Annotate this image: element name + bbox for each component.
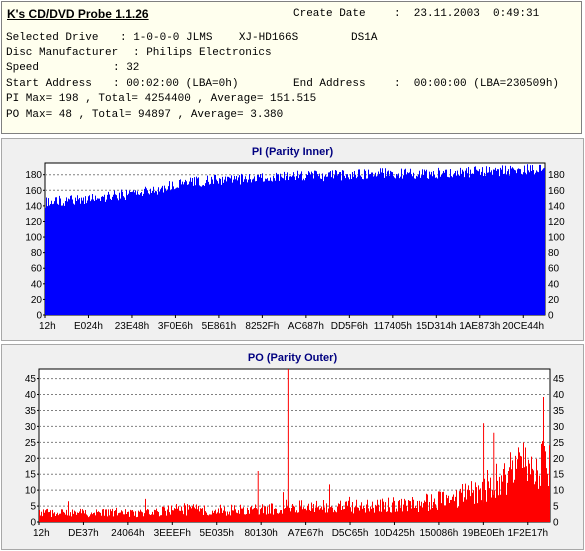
x-tick-label: 20CE44h [502, 321, 544, 332]
y-tick-label-right: 5 [553, 502, 559, 513]
x-tick-label: 8252Fh [245, 321, 279, 332]
x-tick-label: A7E67h [288, 528, 324, 539]
y-tick-label: 30 [25, 422, 37, 433]
pi-chart-title: PI (Parity Inner) [251, 146, 334, 158]
x-tick-label: 12h [33, 528, 50, 539]
x-tick-label: 80130h [244, 528, 277, 539]
start-address-label: Start Address [6, 78, 92, 90]
x-tick-label: D5C65h [332, 528, 369, 539]
y-tick-label: 20 [25, 454, 37, 465]
y-tick-label: 80 [31, 248, 43, 259]
x-tick-label: DD5F6h [331, 321, 368, 332]
x-tick-label: 5E035h [199, 528, 233, 539]
end-address-label: End Address [293, 78, 366, 90]
y-tick-label: 140 [25, 201, 42, 212]
y-tick-label-right: 25 [553, 438, 565, 449]
y-tick-label-right: 10 [553, 486, 565, 497]
pi-summary: PI Max= 198 , Total= 4254400 , Average= … [6, 93, 317, 105]
y-tick-label: 20 [31, 295, 43, 306]
manufacturer-label: Disc Manufacturer [6, 47, 119, 59]
x-tick-label: 23E48h [115, 321, 149, 332]
y-tick-label-right: 120 [548, 217, 565, 228]
selected-drive-label: Selected Drive [6, 32, 99, 44]
y-tick-label-right: 140 [548, 201, 565, 212]
po-summary: PO Max= 48 , Total= 94897 , Average= 3.3… [6, 109, 284, 121]
y-tick-label: 160 [25, 186, 42, 197]
speed-label: Speed [6, 62, 40, 74]
x-tick-label: DE37h [68, 528, 99, 539]
y-tick-label-right: 30 [553, 422, 565, 433]
y-tick-label: 40 [31, 279, 43, 290]
x-tick-label: 1F2E17h [507, 528, 548, 539]
y-tick-label-right: 20 [553, 454, 565, 465]
po-chart: 0 0 5 5 10 10 15 15 20 20 25 25 30 30 35 35 40 40 45 45 12h D… [25, 368, 565, 539]
pi-chart: 0 0 20 20 40 40 60 60 80 80 100 100 120 120 140 140 160 1… [25, 162, 565, 332]
x-tick-label: 3F0E6h [158, 321, 193, 332]
x-tick-label: AC687h [288, 321, 324, 332]
x-tick-label: 3EEEFh [154, 528, 191, 539]
po-chart-panel: PO (Parity Outer) 0 0 5 5 10 10 15 15 20 20 25 25 30… [1, 344, 584, 550]
y-tick-label-right: 20 [548, 295, 560, 306]
x-tick-label: 12h [39, 321, 56, 332]
x-tick-label: 117405h [374, 321, 412, 332]
x-tick-label: 19BE0Eh [462, 528, 504, 539]
y-tick-label: 10 [25, 486, 37, 497]
x-tick-label: E024h [74, 321, 103, 332]
y-tick-label-right: 100 [548, 233, 565, 244]
x-tick-label: 10D425h [374, 528, 415, 539]
create-date-value: : 23.11.2003 0:49:31 [394, 8, 540, 20]
end-address-value: : 00:00:00 (LBA=230509h) [394, 78, 560, 90]
y-tick-label-right: 40 [553, 390, 565, 401]
y-tick-label: 25 [25, 438, 37, 449]
y-tick-label: 5 [30, 502, 36, 513]
y-tick-label-right: 45 [553, 374, 565, 385]
x-tick-label: 5E861h [202, 321, 236, 332]
manufacturer-value: : Philips Electronics [133, 47, 272, 59]
y-tick-label: 15 [25, 470, 37, 481]
selected-drive-value: : 1-0-0-0 JLMS XJ-HD166S DS1A [120, 32, 378, 44]
y-tick-label-right: 40 [548, 279, 560, 290]
app-title: K's CD/DVD Probe 1.1.26 [7, 7, 149, 21]
y-tick-label: 120 [25, 217, 42, 228]
y-tick-label: 45 [25, 374, 37, 385]
y-tick-label: 0 [36, 311, 42, 322]
x-tick-label: 24064h [111, 528, 144, 539]
data-area [45, 164, 545, 315]
y-tick-label-right: 60 [548, 264, 560, 275]
y-tick-label: 60 [31, 264, 43, 275]
y-tick-label-right: 35 [553, 406, 565, 417]
start-address-value: : 00:02:00 (LBA=0h) [113, 78, 239, 90]
po-chart-title: PO (Parity Outer) [247, 352, 338, 364]
y-tick-label: 100 [25, 233, 42, 244]
x-tick-label: 1AE873h [459, 321, 500, 332]
speed-value: : 32 [113, 62, 140, 74]
create-date-label: Create Date [293, 8, 366, 20]
x-tick-label: 15D314h [416, 321, 457, 332]
pi-chart-panel: PI (Parity Inner) 0 0 20 20 40 40 60 60 80 80 100 1… [1, 138, 584, 341]
data-area [39, 369, 550, 522]
y-tick-label: 180 [25, 170, 42, 181]
y-tick-label-right: 160 [548, 186, 565, 197]
y-tick-label: 40 [25, 390, 37, 401]
y-tick-label-right: 180 [548, 170, 565, 181]
y-tick-label-right: 0 [553, 518, 559, 529]
y-tick-label-right: 0 [548, 311, 554, 322]
info-panel: K's CD/DVD Probe 1.1.26 Create Date : 23… [1, 1, 582, 134]
y-tick-label: 0 [30, 518, 36, 529]
y-tick-label: 35 [25, 406, 37, 417]
y-tick-label-right: 15 [553, 470, 565, 481]
y-tick-label-right: 80 [548, 248, 560, 259]
x-tick-label: 150086h [419, 528, 458, 539]
